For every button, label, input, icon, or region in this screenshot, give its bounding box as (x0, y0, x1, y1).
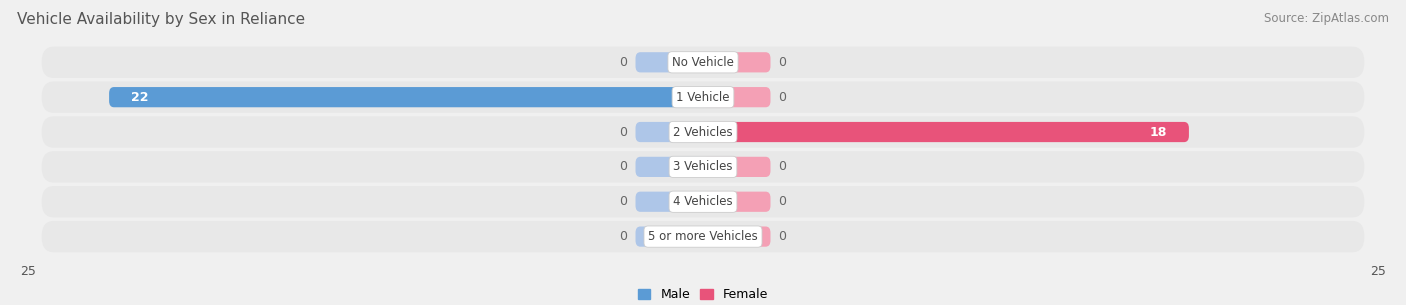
FancyBboxPatch shape (42, 186, 1364, 217)
Text: 0: 0 (620, 56, 627, 69)
FancyBboxPatch shape (703, 122, 1189, 142)
FancyBboxPatch shape (42, 116, 1364, 148)
Text: 2 Vehicles: 2 Vehicles (673, 126, 733, 138)
FancyBboxPatch shape (703, 227, 770, 247)
FancyBboxPatch shape (110, 87, 703, 107)
FancyBboxPatch shape (42, 81, 1364, 113)
FancyBboxPatch shape (42, 47, 1364, 78)
FancyBboxPatch shape (42, 151, 1364, 183)
Text: 0: 0 (620, 195, 627, 208)
Text: 4 Vehicles: 4 Vehicles (673, 195, 733, 208)
Text: 18: 18 (1150, 126, 1167, 138)
Text: 3 Vehicles: 3 Vehicles (673, 160, 733, 173)
FancyBboxPatch shape (636, 122, 703, 142)
Text: 0: 0 (620, 230, 627, 243)
FancyBboxPatch shape (636, 52, 703, 72)
Text: 0: 0 (620, 126, 627, 138)
Text: 0: 0 (779, 160, 786, 173)
Text: Source: ZipAtlas.com: Source: ZipAtlas.com (1264, 12, 1389, 25)
Text: 1 Vehicle: 1 Vehicle (676, 91, 730, 104)
Legend: Male, Female: Male, Female (638, 288, 768, 301)
Text: 22: 22 (131, 91, 148, 104)
Text: 0: 0 (620, 160, 627, 173)
FancyBboxPatch shape (703, 87, 770, 107)
Text: 5 or more Vehicles: 5 or more Vehicles (648, 230, 758, 243)
Text: 0: 0 (779, 195, 786, 208)
Text: 0: 0 (779, 91, 786, 104)
FancyBboxPatch shape (703, 52, 770, 72)
Text: 0: 0 (779, 56, 786, 69)
FancyBboxPatch shape (42, 221, 1364, 252)
FancyBboxPatch shape (636, 192, 703, 212)
FancyBboxPatch shape (636, 227, 703, 247)
Text: No Vehicle: No Vehicle (672, 56, 734, 69)
FancyBboxPatch shape (636, 157, 703, 177)
Text: 0: 0 (779, 230, 786, 243)
FancyBboxPatch shape (703, 192, 770, 212)
Text: Vehicle Availability by Sex in Reliance: Vehicle Availability by Sex in Reliance (17, 12, 305, 27)
FancyBboxPatch shape (703, 157, 770, 177)
